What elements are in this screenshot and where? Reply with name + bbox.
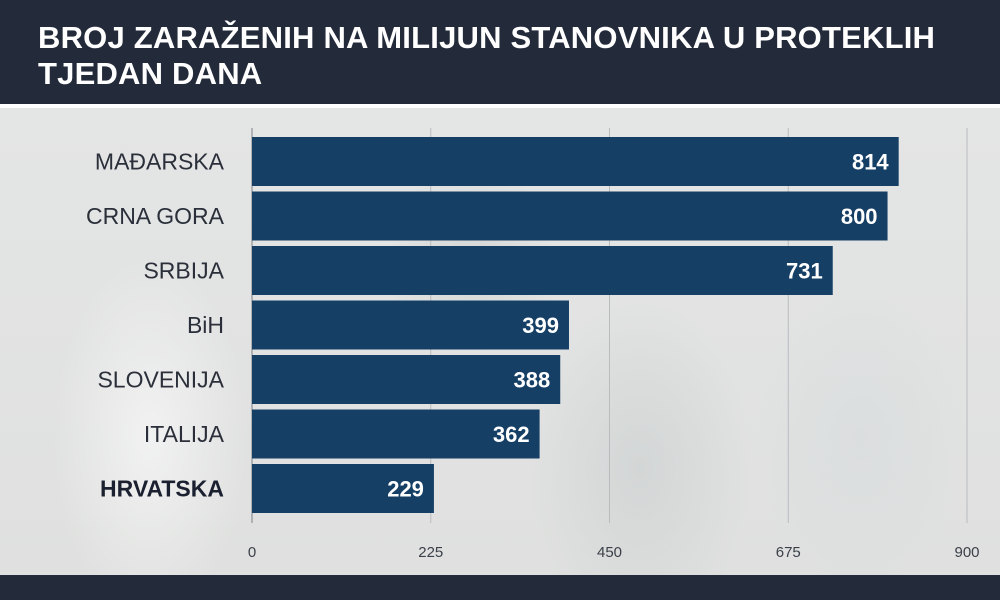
x-tick-label: 450 bbox=[597, 544, 622, 561]
data-labels: 814 800 731 399 388 362 229 bbox=[387, 150, 889, 502]
bar bbox=[252, 246, 833, 295]
category-label: SRBIJA bbox=[143, 258, 224, 284]
x-tick-label: 675 bbox=[776, 544, 801, 561]
bar bbox=[252, 191, 888, 241]
category-label: HRVATSKA bbox=[100, 476, 224, 502]
bars bbox=[252, 137, 899, 513]
category-label: SLOVENIJA bbox=[97, 367, 224, 393]
bar bbox=[252, 300, 569, 350]
x-tick-label: 900 bbox=[954, 544, 979, 561]
category-label: ITALIJA bbox=[144, 421, 225, 447]
category-label: BiH bbox=[187, 312, 224, 338]
category-labels: MAĐARSKA CRNA GORA SRBIJA BiH SLOVENIJA ITALI… bbox=[86, 149, 225, 502]
x-tick-label: 225 bbox=[418, 544, 443, 561]
x-axis-ticks: 0 225 450 675 900 bbox=[248, 544, 980, 561]
x-tick-label: 0 bbox=[248, 544, 256, 561]
footer-bar bbox=[0, 575, 1000, 600]
bar bbox=[252, 464, 434, 513]
bar bbox=[252, 137, 899, 186]
header-bar: BROJ ZARAŽENIH NA MILIJUN STANOVNIKA U P… bbox=[0, 0, 1000, 104]
bar-value-label: 814 bbox=[852, 150, 889, 175]
bar-value-label: 800 bbox=[841, 204, 878, 229]
bar-value-label: 362 bbox=[493, 422, 530, 447]
bar bbox=[252, 409, 540, 459]
bar-value-label: 229 bbox=[387, 477, 424, 502]
category-label: MAĐARSKA bbox=[95, 149, 225, 175]
category-label: CRNA GORA bbox=[86, 203, 225, 229]
page-title: BROJ ZARAŽENIH NA MILIJUN STANOVNIKA U P… bbox=[38, 20, 936, 91]
bar bbox=[252, 355, 561, 404]
bar-value-label: 399 bbox=[522, 313, 559, 338]
bar-value-label: 731 bbox=[786, 259, 823, 284]
header-divider bbox=[0, 104, 1000, 108]
bar-value-label: 388 bbox=[514, 368, 551, 393]
